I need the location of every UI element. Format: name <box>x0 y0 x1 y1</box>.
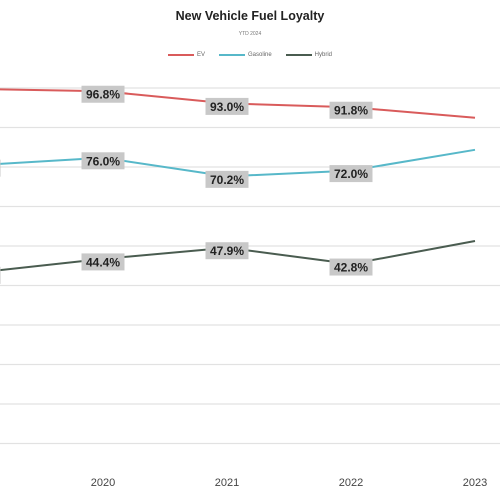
legend-label-gasoline: Gasoline <box>247 52 272 58</box>
data-label-box <box>205 97 249 115</box>
data-label-text: 72.0% <box>334 167 368 181</box>
legend-swatch-ev <box>167 54 194 56</box>
legend-swatch-hybrid <box>285 54 312 56</box>
data-label-hybrid: 47.9% <box>205 242 249 260</box>
data-label-box <box>205 242 249 260</box>
data-label-hybrid: 42.8% <box>329 258 373 276</box>
grid-lines <box>0 87 500 445</box>
data-label-gasoline: 70.2% <box>205 170 249 188</box>
data-label-text: 93.0% <box>210 100 244 114</box>
legend-item-ev[interactable]: EV <box>167 52 205 58</box>
x-tick-label: 2021 <box>215 477 239 489</box>
data-label-box <box>81 253 125 271</box>
data-label-box <box>0 159 1 177</box>
data-label-box <box>81 152 125 170</box>
data-label-hybrid: 40.2% <box>0 266 1 284</box>
data-label-gasoline: 76.0% <box>81 152 125 170</box>
data-label-box <box>329 101 373 119</box>
data-label-text: 96.8% <box>86 88 120 102</box>
data-label-text: 47.9% <box>210 244 244 258</box>
data-label-box <box>205 170 249 188</box>
data-label-ev: 93.0% <box>205 97 249 115</box>
legend-swatch-gasoline <box>218 54 245 56</box>
x-tick-label: 2023 <box>463 477 487 489</box>
data-label-box <box>0 266 1 284</box>
chart-subtitle: YTD 2024 <box>238 31 262 37</box>
data-label-ev: 91.8% <box>329 101 373 119</box>
chart-title: New Vehicle Fuel Loyalty <box>175 9 325 23</box>
data-label-box <box>329 165 373 183</box>
x-axis-ticks: 20192020202120222023 <box>91 477 487 489</box>
data-label-box <box>81 85 125 103</box>
data-label-text: 76.0% <box>86 154 120 168</box>
x-tick-label: 2020 <box>91 477 115 489</box>
legend-item-gasoline[interactable]: Gasoline <box>218 52 272 58</box>
data-label-hybrid: 44.4% <box>81 253 125 271</box>
legend-label-ev: EV <box>196 52 205 58</box>
data-label-text: 44.4% <box>86 255 120 269</box>
data-label-text: 91.8% <box>334 104 368 118</box>
data-label-text: 70.2% <box>210 173 244 187</box>
x-tick-label: 2022 <box>339 477 363 489</box>
data-label-gasoline: 73.7% <box>0 159 1 177</box>
legend: EV Gasoline Hybrid <box>0 52 500 58</box>
legend-label-hybrid: Hybrid <box>314 52 333 58</box>
data-label-box <box>329 258 373 276</box>
data-label-ev: 96.8% <box>81 85 125 103</box>
legend-item-hybrid[interactable]: Hybrid <box>285 52 333 58</box>
data-labels: 96.8% 93.0% 91.8% 73.7% 76.0% 70.2% 72.0% 40.2%… <box>0 85 373 284</box>
data-label-gasoline: 72.0% <box>329 165 373 183</box>
data-label-text: 42.8% <box>334 261 368 275</box>
